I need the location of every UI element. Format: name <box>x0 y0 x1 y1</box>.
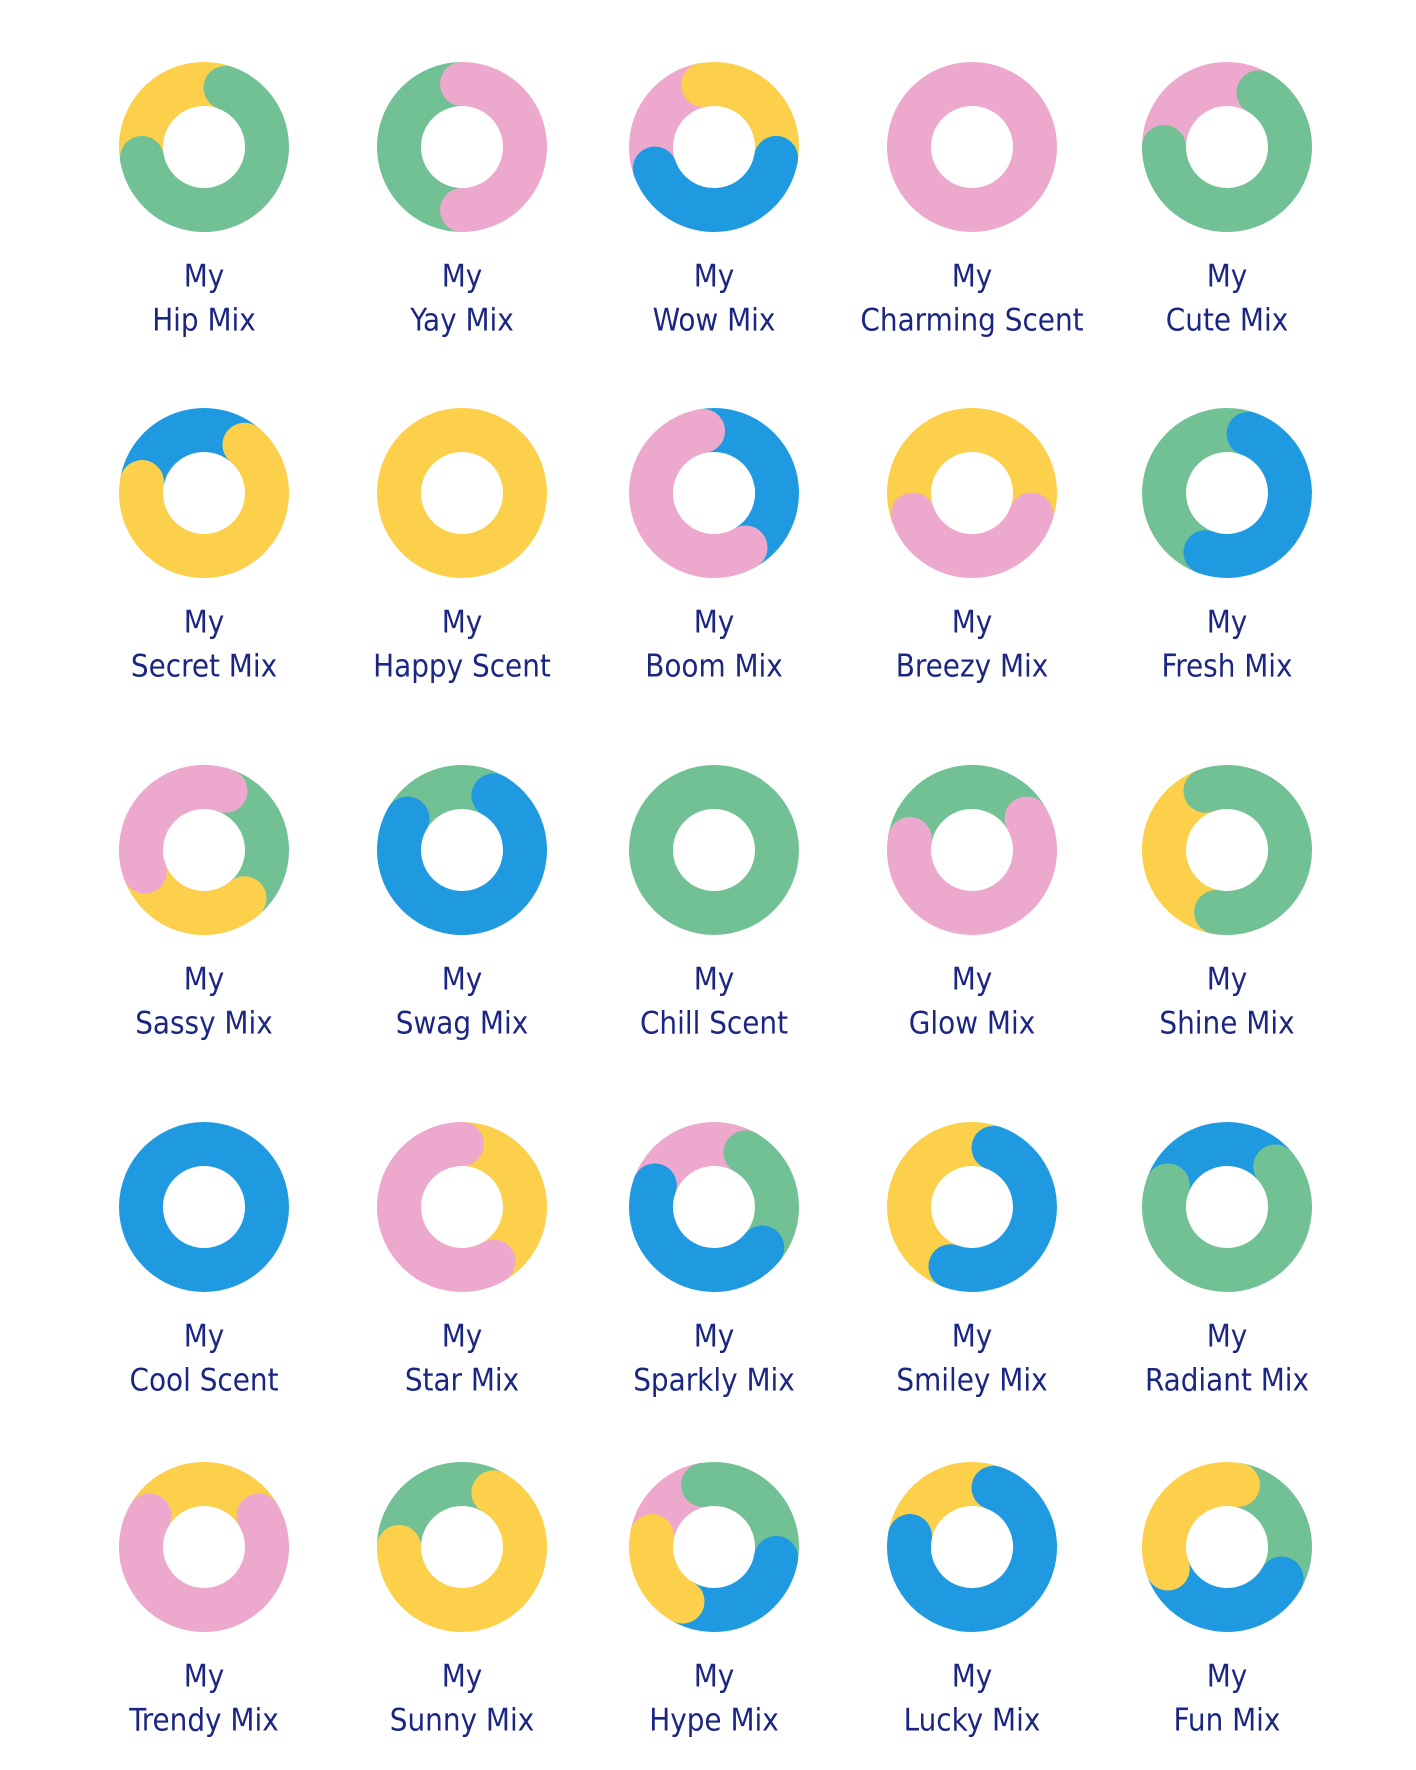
label-line2: Sassy Mix <box>135 1006 273 1042</box>
ring-segment <box>377 773 547 935</box>
label-line2: Fresh Mix <box>1161 649 1292 685</box>
ring-segment <box>119 1493 289 1632</box>
ring-segment <box>887 1465 1057 1632</box>
label-line1: My <box>184 1659 225 1695</box>
ring-segment <box>1183 765 1312 935</box>
ring <box>119 1122 289 1292</box>
label-line2: Cool Scent <box>129 1363 278 1399</box>
label-line1: My <box>694 1659 735 1695</box>
ring-segment <box>887 408 1057 537</box>
ring-segment <box>629 1163 785 1292</box>
label-line1: My <box>694 605 735 641</box>
label-line1: My <box>694 259 735 295</box>
label-line2: Star Mix <box>405 1363 519 1399</box>
label-line2: Wow Mix <box>653 303 776 339</box>
ring-segment <box>377 1470 547 1632</box>
ring <box>887 62 1057 232</box>
ring-segment <box>890 492 1054 578</box>
label-line2: Glow Mix <box>909 1006 1035 1042</box>
label-line1: My <box>442 1659 483 1695</box>
label-line2: Shine Mix <box>1159 1006 1294 1042</box>
label-line2: Secret Mix <box>131 649 277 685</box>
label-line2: Hype Mix <box>649 1703 779 1739</box>
label-line2: Hip Mix <box>152 303 256 339</box>
ring-segment <box>629 1514 705 1624</box>
label-line1: My <box>952 605 993 641</box>
ring-segment <box>629 408 768 578</box>
ring-segment <box>1142 768 1239 935</box>
ring-segment <box>887 796 1057 935</box>
ring-segment <box>928 1125 1057 1292</box>
ring-segment <box>1183 411 1312 578</box>
ring-segment <box>681 408 799 570</box>
label-line2: Boom Mix <box>645 649 783 685</box>
ring-segment <box>1142 408 1271 575</box>
label-line1: My <box>694 962 735 998</box>
label-line2: Chill Scent <box>640 1006 788 1042</box>
ring <box>377 408 547 578</box>
ring-segment <box>1142 1462 1260 1591</box>
ring-segment <box>119 765 248 894</box>
label-line1: My <box>442 259 483 295</box>
ring-segment <box>1142 1144 1312 1292</box>
label-line2: Yay Mix <box>409 303 514 339</box>
label-line1: My <box>1207 1319 1248 1355</box>
label-line2: Sunny Mix <box>390 1703 534 1739</box>
label-line1: My <box>184 605 225 641</box>
ring-segment <box>119 422 289 578</box>
label-line2: Radiant Mix <box>1145 1363 1309 1399</box>
label-line1: My <box>184 1319 225 1355</box>
ring-segment <box>440 1122 547 1284</box>
ring-segment <box>1142 70 1312 232</box>
label-line1: My <box>184 259 225 295</box>
label-line1: My <box>1207 962 1248 998</box>
ring-segment <box>632 135 799 232</box>
label-line2: Cute Mix <box>1166 303 1288 339</box>
label-line1: My <box>952 1319 993 1355</box>
label-line2: Trendy Mix <box>128 1703 278 1739</box>
label-line1: My <box>952 962 993 998</box>
ring-segment <box>119 65 289 232</box>
ring-segment <box>440 62 547 232</box>
label-line2: Sparkly Mix <box>633 1363 795 1399</box>
ring-segment <box>377 62 484 232</box>
ring-segment <box>377 1122 516 1292</box>
label-line1: My <box>694 1319 735 1355</box>
label-line1: My <box>442 962 483 998</box>
label-line1: My <box>442 605 483 641</box>
label-line1: My <box>952 1659 993 1695</box>
label-line1: My <box>1207 605 1248 641</box>
ring <box>629 765 799 935</box>
label-line2: Lucky Mix <box>904 1703 1041 1739</box>
label-line2: Fun Mix <box>1174 1703 1281 1739</box>
label-line1: My <box>952 259 993 295</box>
label-line1: My <box>184 962 225 998</box>
label-line1: My <box>1207 259 1248 295</box>
label-line2: Smiley Mix <box>896 1363 1047 1399</box>
label-line1: My <box>442 1319 483 1355</box>
label-line2: Breezy Mix <box>896 649 1049 685</box>
label-line2: Swag Mix <box>396 1006 529 1042</box>
ring-segment <box>887 1122 1016 1289</box>
label-line2: Charming Scent <box>860 303 1083 339</box>
label-line2: Happy Scent <box>373 649 551 685</box>
label-line1: My <box>1207 1659 1248 1695</box>
